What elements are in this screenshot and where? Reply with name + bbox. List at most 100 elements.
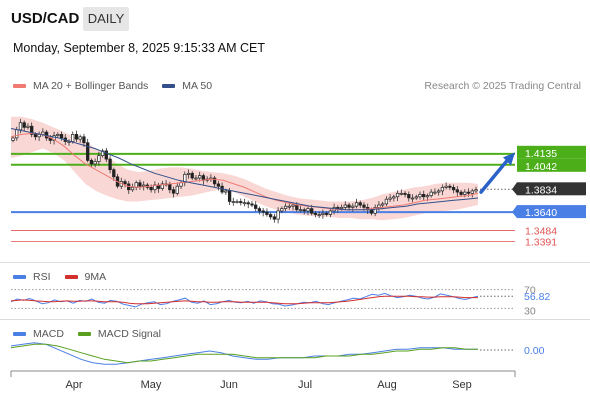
candle-body bbox=[67, 141, 71, 143]
rsi-tick-30: 30 bbox=[524, 305, 536, 317]
candle-body bbox=[82, 136, 86, 144]
candle-body bbox=[26, 125, 30, 128]
candle-body bbox=[86, 142, 90, 161]
candle-body bbox=[11, 137, 15, 141]
candle-body bbox=[268, 214, 273, 218]
candle-body bbox=[104, 150, 108, 160]
candle-body bbox=[100, 150, 105, 156]
timestamp: Monday, September 8, 2025 9:15:33 AM CET bbox=[13, 41, 265, 55]
macd-signal-swatch bbox=[77, 332, 91, 336]
ma20-line bbox=[10, 132, 479, 211]
candle-body bbox=[422, 194, 426, 198]
candle-body bbox=[306, 208, 310, 212]
candle-body bbox=[321, 212, 325, 215]
x-tick-May: May bbox=[141, 379, 162, 391]
rsi-line bbox=[10, 292, 479, 308]
candle-body bbox=[276, 210, 280, 220]
candle-body bbox=[239, 201, 243, 204]
panel-divider-macd bbox=[0, 319, 590, 320]
macd-swatch bbox=[13, 332, 26, 336]
candle-body bbox=[410, 197, 415, 200]
candle-body bbox=[235, 201, 239, 203]
candle-body bbox=[354, 202, 359, 207]
candle-body bbox=[380, 203, 385, 206]
projection-arrow bbox=[479, 157, 510, 194]
candle-body bbox=[15, 129, 19, 139]
candle-body bbox=[324, 212, 329, 215]
candle-body bbox=[395, 192, 400, 198]
candle-body bbox=[257, 208, 262, 212]
price-tag-bg bbox=[517, 158, 586, 172]
candle-body bbox=[123, 181, 127, 185]
projection-arrowhead bbox=[503, 152, 515, 166]
candle-body bbox=[59, 134, 64, 139]
candle-body bbox=[280, 208, 284, 212]
candle-body bbox=[261, 210, 265, 213]
candle-body bbox=[463, 191, 467, 195]
candle-body bbox=[74, 134, 79, 140]
rsi-swatch bbox=[13, 275, 26, 279]
candle-body bbox=[190, 172, 194, 179]
candle-body bbox=[198, 175, 202, 179]
candle-body bbox=[440, 187, 445, 192]
candle-body bbox=[112, 169, 116, 178]
candle-body bbox=[231, 201, 235, 203]
x-tick-Jun: Jun bbox=[220, 379, 238, 391]
price-tag-pointer bbox=[512, 182, 517, 196]
x-tick-Sep: Sep bbox=[452, 379, 472, 391]
candle-body bbox=[295, 204, 299, 211]
candle-body bbox=[212, 177, 217, 185]
candle-body bbox=[52, 135, 56, 141]
ma50-swatch bbox=[162, 84, 176, 88]
candle-body bbox=[451, 187, 456, 191]
candle-body bbox=[30, 125, 34, 135]
price-tag-1.3834: 1.3834 bbox=[525, 184, 557, 196]
candle-body bbox=[153, 184, 157, 191]
candle-body bbox=[216, 183, 221, 187]
rsi-last-value: 56.82 bbox=[524, 291, 550, 303]
ma20-swatch bbox=[13, 84, 26, 88]
candle-body bbox=[291, 204, 295, 207]
period-badge[interactable]: DAILY bbox=[83, 7, 129, 31]
candle-body bbox=[373, 207, 377, 214]
legend-macd-signal: MACD Signal bbox=[97, 328, 161, 340]
candle-body bbox=[351, 205, 355, 208]
candle-body bbox=[160, 183, 164, 189]
candle-body bbox=[459, 191, 463, 195]
legend-rsi-ma: 9MA bbox=[84, 271, 107, 283]
candle-body bbox=[343, 204, 347, 208]
candle-body bbox=[437, 190, 441, 193]
credit-text: Research © 2025 Trading Central bbox=[424, 80, 581, 92]
legend-ma50: MA 50 bbox=[182, 80, 213, 92]
candle-body bbox=[302, 209, 306, 212]
candle-body bbox=[175, 185, 179, 194]
price-tag-1.4042: 1.4042 bbox=[525, 161, 557, 173]
candle-body bbox=[93, 161, 97, 165]
panel-divider-rsi bbox=[0, 262, 590, 263]
candle-body bbox=[33, 134, 38, 138]
candle-body bbox=[388, 197, 392, 200]
macd-line bbox=[10, 342, 478, 365]
price-tag-pointer bbox=[512, 205, 517, 219]
candle-body bbox=[224, 190, 228, 193]
candle-body bbox=[246, 202, 250, 205]
candle-body bbox=[18, 122, 23, 131]
macd-signal-line bbox=[10, 343, 478, 364]
candle-body bbox=[399, 192, 403, 195]
candle-body bbox=[414, 196, 418, 199]
macd-legend: MACD MACD Signal bbox=[13, 328, 161, 340]
rsi-tick-70: 70 bbox=[524, 285, 536, 297]
candle-body bbox=[392, 196, 396, 199]
candle-body bbox=[403, 192, 407, 195]
candle-body bbox=[362, 204, 366, 208]
candle-body bbox=[429, 191, 433, 196]
candle-body bbox=[317, 214, 321, 216]
main-legend: MA 20 + Bollinger Bands MA 50 bbox=[13, 80, 212, 92]
candle-body bbox=[474, 189, 478, 192]
candle-body bbox=[265, 211, 269, 215]
candle-body bbox=[369, 209, 374, 214]
legend-ma20: MA 20 + Bollinger Bands bbox=[33, 80, 149, 92]
candle-body bbox=[448, 185, 452, 188]
candle-body bbox=[272, 216, 277, 220]
